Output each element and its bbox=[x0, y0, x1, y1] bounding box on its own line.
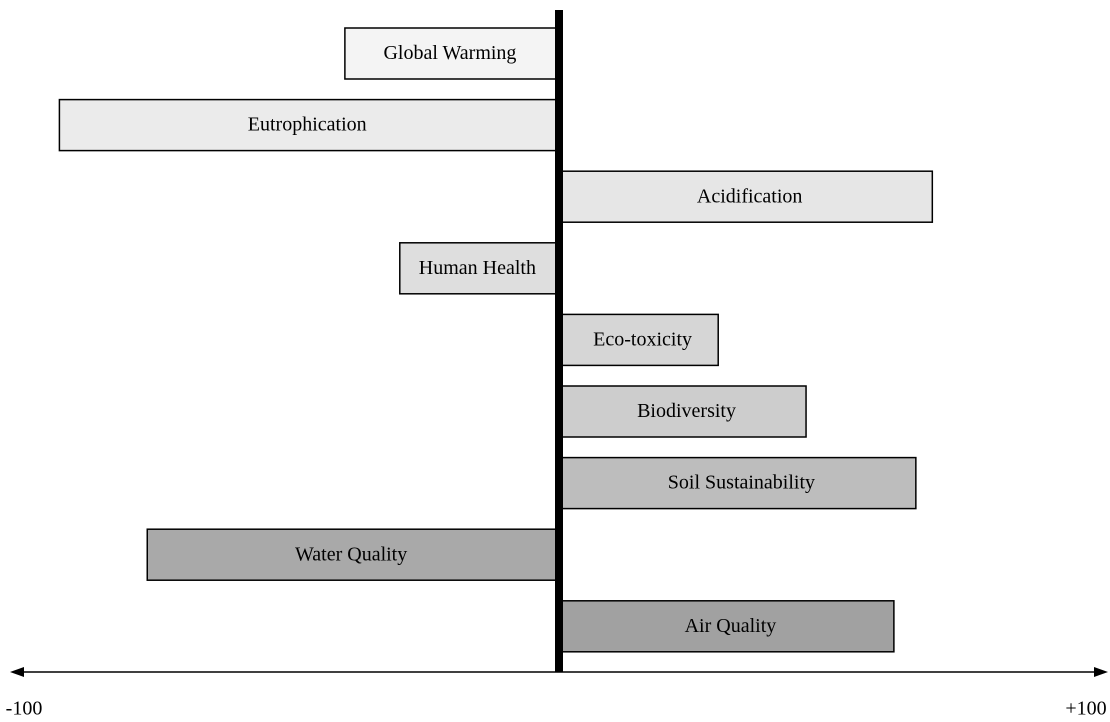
bar bbox=[146, 528, 560, 581]
x-tick-label: -100 bbox=[6, 698, 43, 720]
bar-label: Acidification bbox=[697, 185, 803, 207]
bar bbox=[344, 27, 560, 80]
bar-label: Human Health bbox=[419, 257, 536, 279]
x-tick-label: +100 bbox=[1065, 698, 1106, 720]
bar-label: Global Warming bbox=[383, 42, 516, 64]
bar-label: Water Quality bbox=[295, 543, 407, 565]
center-axis bbox=[555, 10, 563, 672]
bar bbox=[558, 170, 934, 223]
bar bbox=[58, 98, 560, 152]
bar-label: Soil Sustainability bbox=[668, 472, 815, 494]
bar-label: Eco-toxicity bbox=[593, 328, 692, 350]
bar bbox=[558, 456, 917, 510]
bar-label: Eutrophication bbox=[248, 114, 367, 136]
x-tick-arrow bbox=[1094, 667, 1108, 677]
bar-label: Air Quality bbox=[685, 615, 777, 637]
bar-label: Biodiversity bbox=[637, 400, 736, 422]
bar bbox=[558, 313, 719, 367]
x-tick-arrow bbox=[10, 667, 24, 677]
